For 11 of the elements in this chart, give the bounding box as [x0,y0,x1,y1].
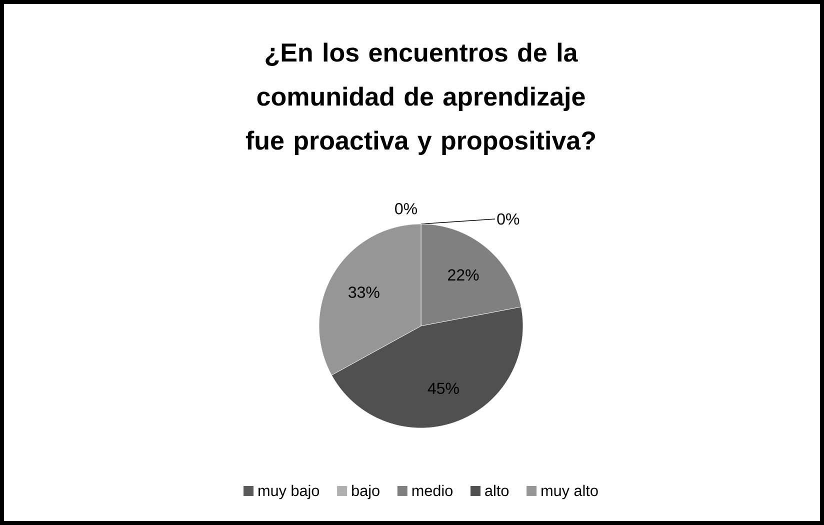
legend-label: medio [412,484,452,496]
chart-title: ¿En los encuentros de la comunidad de aprendizaje fue proactiva y propositiva? [246,42,596,155]
data-label: 33% [348,286,380,298]
data-label: 22% [448,269,479,281]
text: 0% [395,203,417,214]
legend-label: muy bajo [258,484,320,500]
data-label: 45% [428,382,459,394]
legend-label: bajo [352,484,380,500]
legend-label: alto [485,484,509,496]
legend-label: muy alto [542,484,598,500]
text: 0% [497,213,520,225]
